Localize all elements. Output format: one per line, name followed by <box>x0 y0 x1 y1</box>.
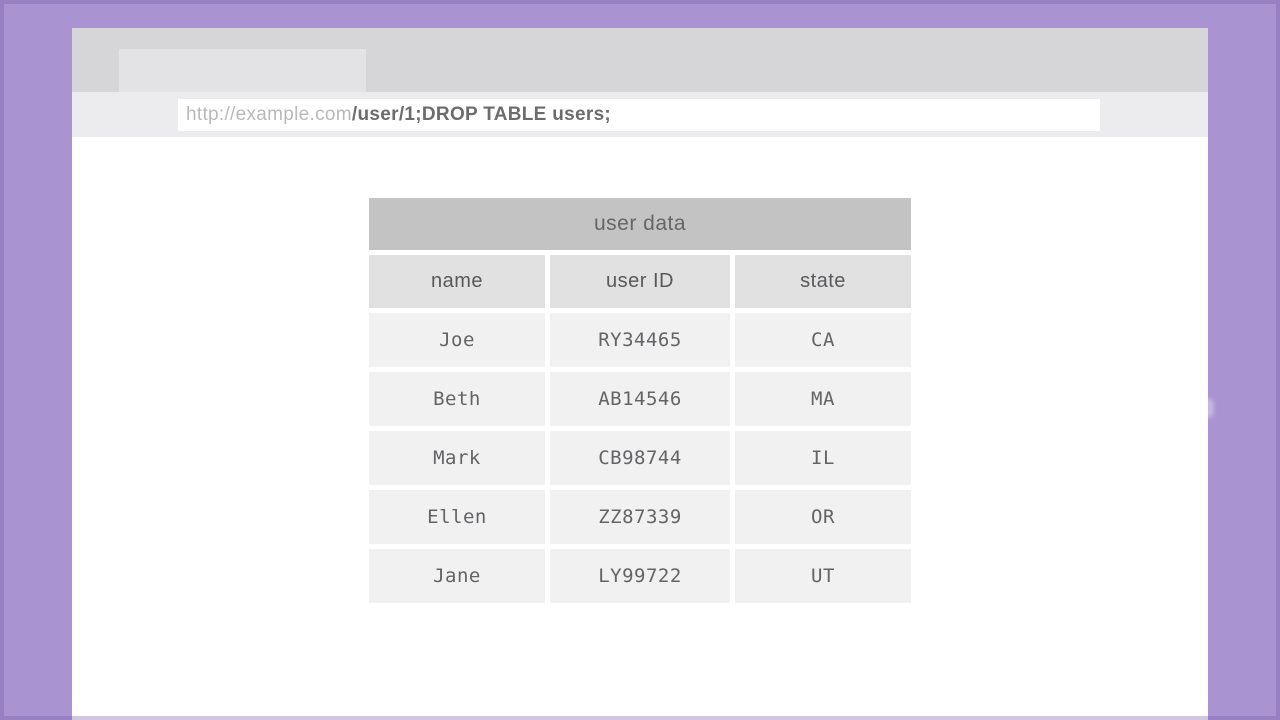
table-cell: UT <box>735 549 911 603</box>
table-cell: IL <box>735 431 911 485</box>
table-title: user data <box>369 198 911 250</box>
column-header-name: name <box>369 255 545 308</box>
column-header-user-id: user ID <box>550 255 730 308</box>
table-cell: Mark <box>369 431 545 485</box>
user-data-table: user data name user ID state Joe RY34465 CA Be… <box>369 198 911 603</box>
address-bar: http://example.com/user/1;DROP TABLE use… <box>72 92 1208 137</box>
browser-tab[interactable] <box>119 49 366 92</box>
table-cell: AB14546 <box>550 372 730 426</box>
url-base-text: http://example.com <box>186 103 352 125</box>
url-payload-text: /user/1;DROP TABLE users; <box>351 103 612 125</box>
edge-artifact <box>1204 398 1214 418</box>
url-input[interactable]: http://example.com/user/1;DROP TABLE use… <box>178 98 1100 131</box>
table-cell: CA <box>735 313 911 367</box>
table-cell: Joe <box>369 313 545 367</box>
table-cell: Beth <box>369 372 545 426</box>
browser-tab-bar <box>72 28 1208 92</box>
column-header-state: state <box>735 255 911 308</box>
table-cell: ZZ87339 <box>550 490 730 544</box>
table-cell: RY34465 <box>550 313 730 367</box>
browser-window: http://example.com/user/1;DROP TABLE use… <box>72 28 1208 720</box>
page-content: user data name user ID state Joe RY34465 CA Be… <box>72 198 1208 603</box>
table-cell: Jane <box>369 549 545 603</box>
table-cell: MA <box>735 372 911 426</box>
table-cell: LY99722 <box>550 549 730 603</box>
table-cell: CB98744 <box>550 431 730 485</box>
table-cell: Ellen <box>369 490 545 544</box>
table-cell: OR <box>735 490 911 544</box>
